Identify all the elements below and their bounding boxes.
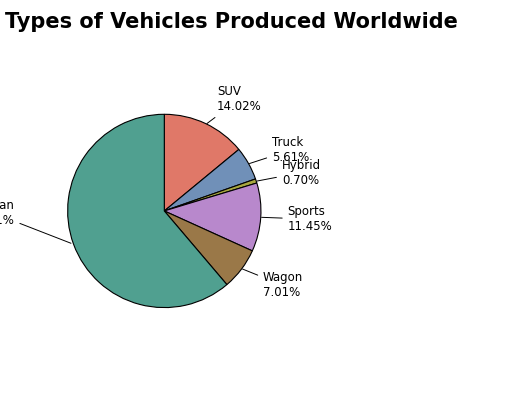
- Wedge shape: [164, 211, 252, 285]
- Wedge shape: [164, 149, 255, 211]
- Text: Types of Vehicles Produced Worldwide: Types of Vehicles Produced Worldwide: [5, 12, 458, 32]
- Wedge shape: [164, 114, 239, 211]
- Text: Sports
11.45%: Sports 11.45%: [262, 205, 332, 233]
- Text: Wagon
7.01%: Wagon 7.01%: [243, 269, 303, 299]
- Text: Hybrid
0.70%: Hybrid 0.70%: [257, 158, 321, 187]
- Text: Truck
5.61%: Truck 5.61%: [250, 136, 310, 164]
- Text: SUV
14.02%: SUV 14.02%: [207, 85, 262, 124]
- Wedge shape: [164, 179, 257, 211]
- Text: Sedan
61.21%: Sedan 61.21%: [0, 199, 71, 243]
- Wedge shape: [164, 183, 261, 251]
- Wedge shape: [68, 114, 227, 308]
